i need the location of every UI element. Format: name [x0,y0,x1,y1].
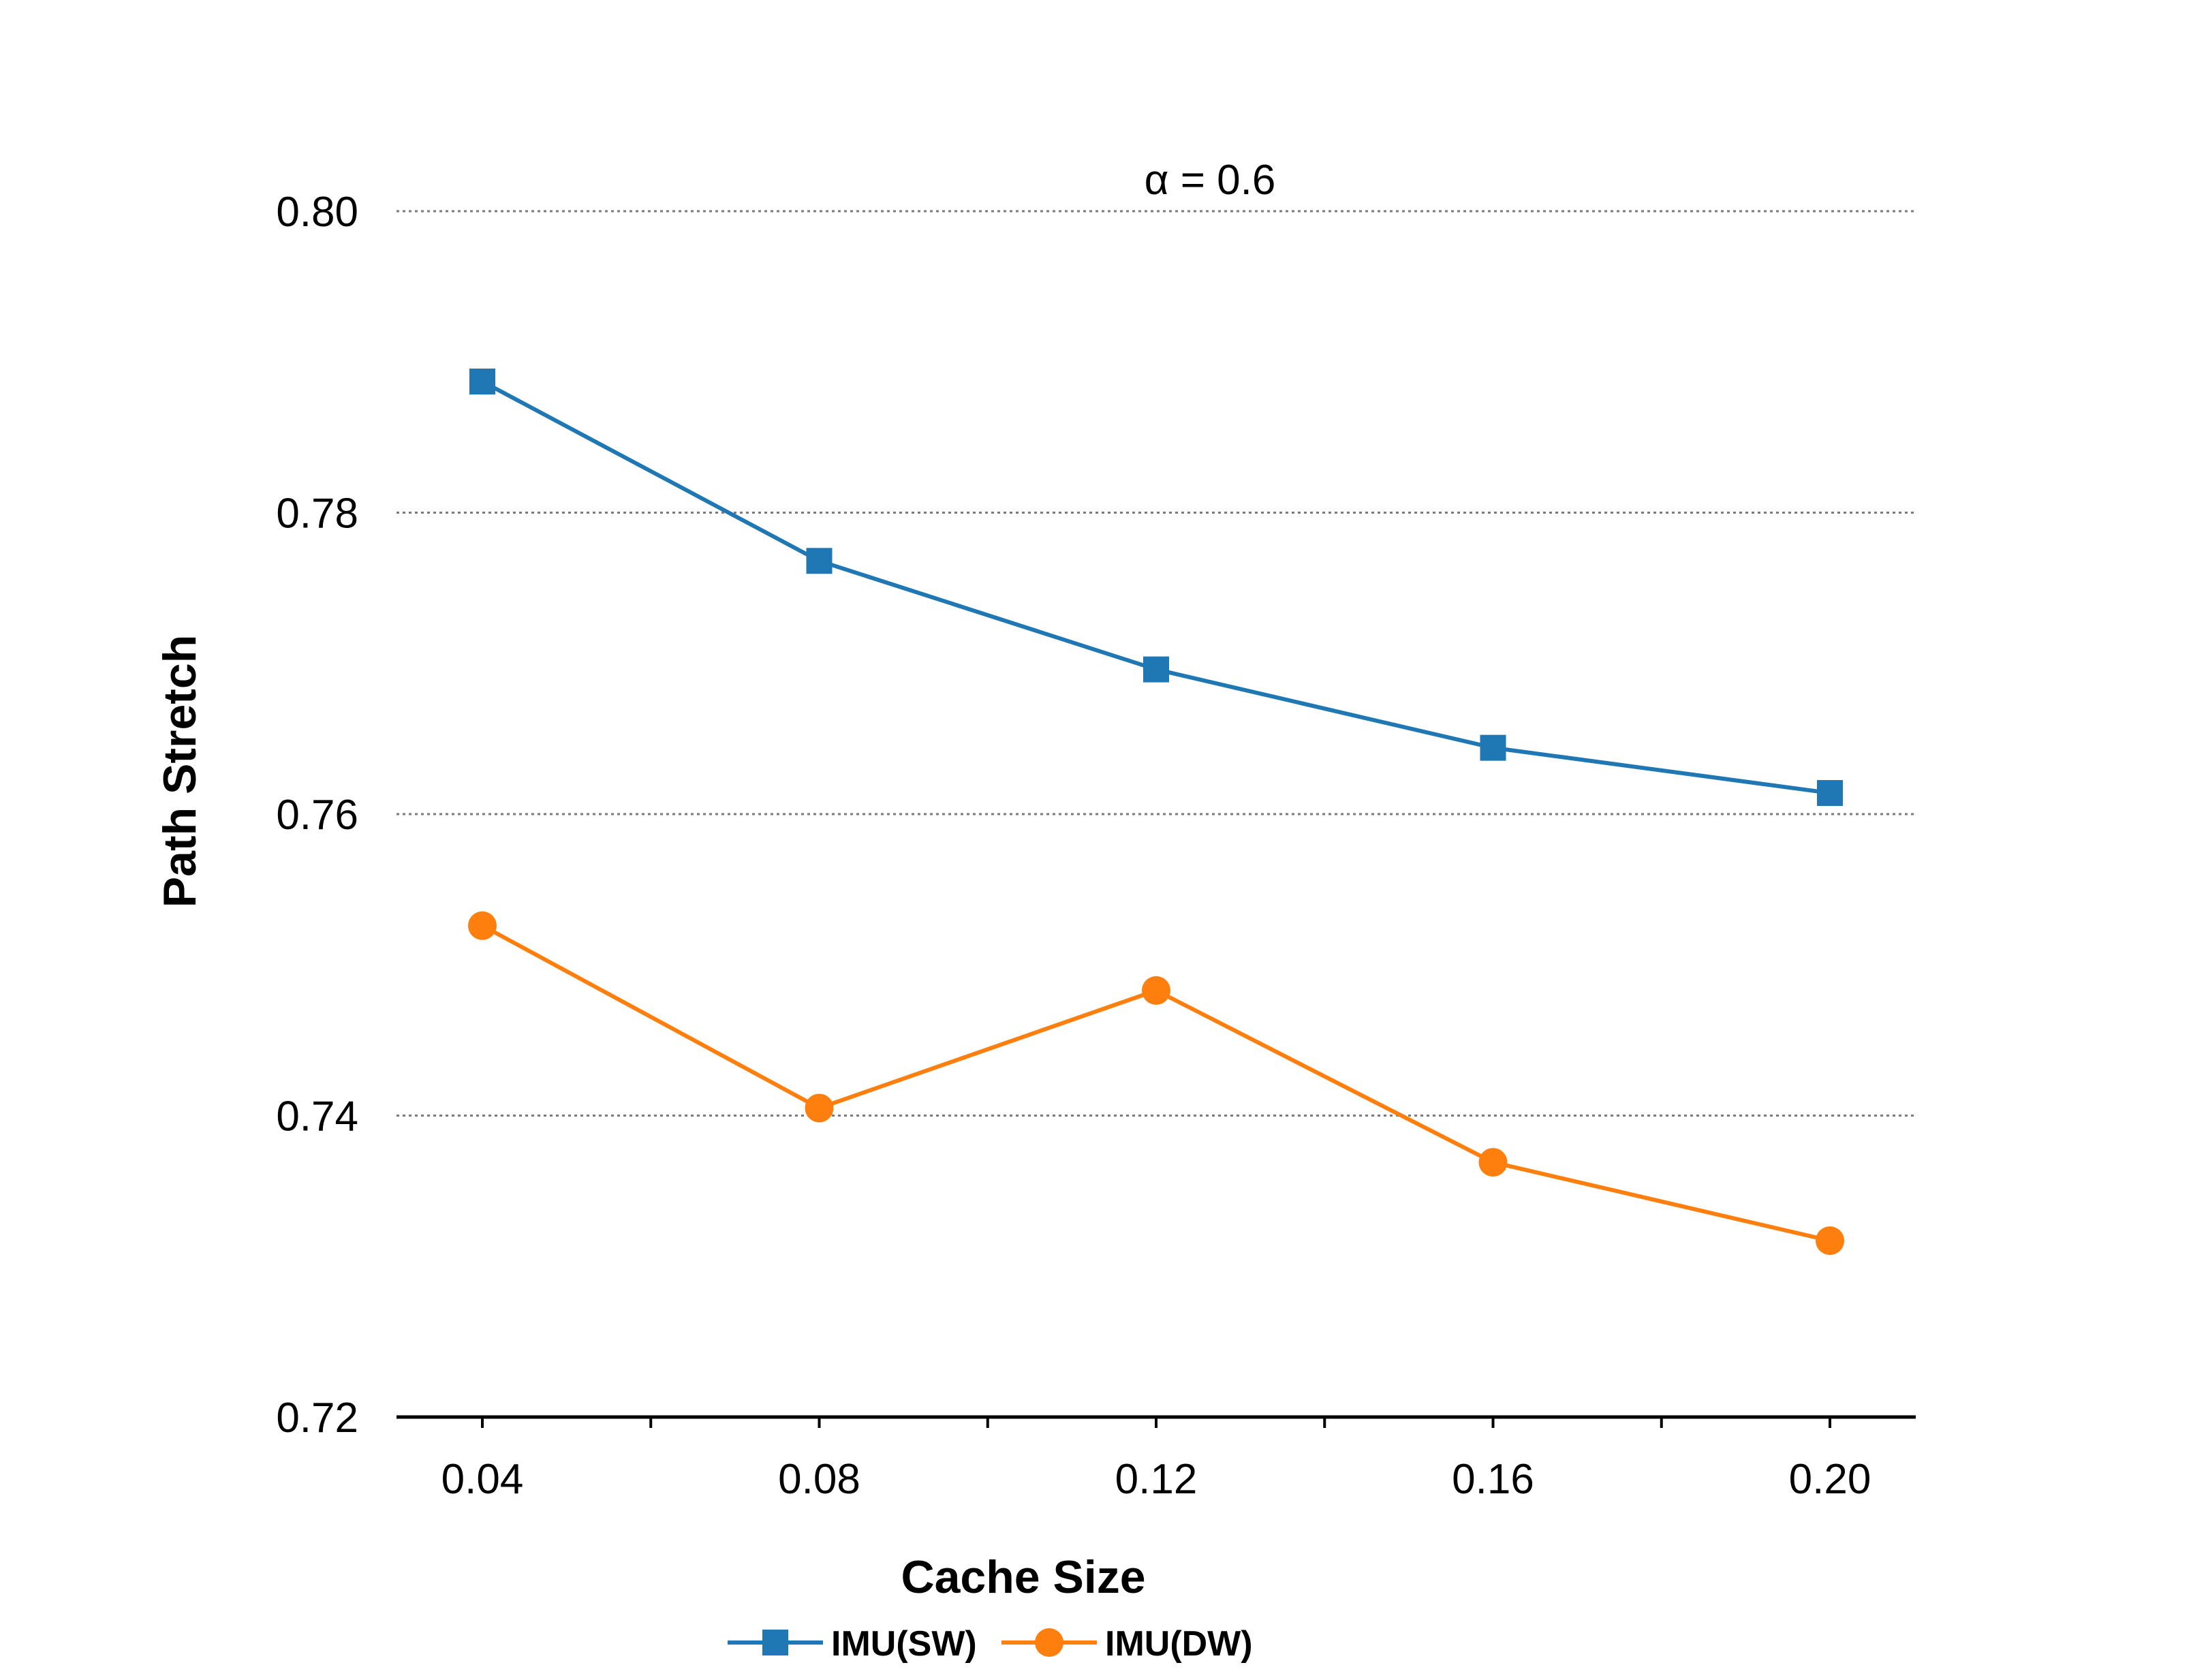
legend-square-marker-icon [762,1630,788,1655]
legend-item-imu-sw: IMU(SW) [728,1624,977,1664]
series-line [481,924,1831,1243]
legend-circle-marker-icon [1035,1628,1063,1657]
y-tick-labels: 0.72 0.74 0.76 0.78 0.80 [276,189,358,1442]
data-point-square [1143,656,1169,683]
series [468,369,1844,1256]
y-tick-label: 0.74 [276,1093,358,1140]
y-tick-label: 0.78 [276,491,358,538]
legend: IMU(SW) IMU(DW) [728,1624,1253,1664]
tick-marks [481,1417,1831,1428]
x-tick-label: 0.08 [778,1456,860,1503]
gridlines [397,210,1916,1117]
data-point-circle [1478,1148,1508,1177]
data-point-square [1480,734,1506,761]
series-imu-sw [469,369,1843,807]
legend-label-imu-dw: IMU(DW) [1105,1624,1253,1664]
x-axis-title: Cache Size [901,1551,1145,1603]
data-point-square [469,369,495,395]
data-point-circle [1816,1226,1844,1256]
series-line [481,379,1831,795]
x-tick-labels: 0.04 0.08 0.12 0.16 0.20 [441,1456,1871,1503]
y-tick-label: 0.76 [276,792,358,839]
legend-item-imu-dw: IMU(DW) [1001,1624,1253,1664]
y-tick-label: 0.72 [276,1395,358,1442]
data-point-square [1817,780,1843,807]
x-tick-label: 0.12 [1115,1456,1198,1503]
series-imu-dw [468,911,1844,1256]
x-tick-label: 0.20 [1789,1456,1871,1503]
data-point-circle [1142,976,1170,1005]
x-tick-label: 0.16 [1452,1456,1534,1503]
data-point-square [806,548,833,574]
legend-label-imu-sw: IMU(SW) [831,1624,977,1664]
x-tick-label: 0.04 [441,1456,524,1503]
data-point-circle [805,1093,834,1123]
alpha-annotation: α = 0.6 [1145,157,1276,204]
y-axis-title: Path Stretch [154,635,206,908]
y-tick-label: 0.80 [276,189,358,236]
data-point-circle [468,911,497,940]
